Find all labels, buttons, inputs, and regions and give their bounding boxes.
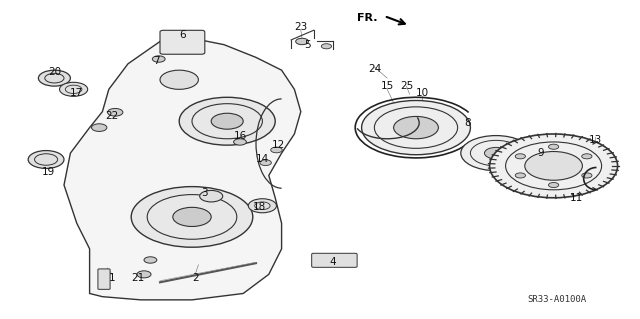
Polygon shape (64, 38, 301, 300)
Text: 8: 8 (464, 118, 470, 128)
Circle shape (28, 151, 64, 168)
FancyBboxPatch shape (160, 30, 205, 54)
Text: 20: 20 (48, 67, 61, 77)
Circle shape (144, 257, 157, 263)
Circle shape (131, 187, 253, 247)
Text: 11: 11 (570, 193, 582, 203)
Text: 4: 4 (330, 256, 336, 267)
Text: FR.: FR. (357, 12, 378, 23)
Circle shape (260, 160, 271, 166)
Circle shape (362, 100, 470, 155)
Text: 14: 14 (256, 154, 269, 165)
Circle shape (515, 154, 525, 159)
Text: 9: 9 (538, 148, 544, 158)
Circle shape (484, 147, 508, 159)
Circle shape (525, 152, 582, 180)
Text: 13: 13 (589, 135, 602, 145)
Text: 6: 6 (179, 30, 186, 40)
FancyBboxPatch shape (312, 253, 357, 267)
Circle shape (160, 70, 198, 89)
Circle shape (321, 44, 332, 49)
Text: 2: 2 (192, 272, 198, 283)
Text: 18: 18 (253, 202, 266, 212)
Circle shape (515, 173, 525, 178)
Circle shape (582, 154, 592, 159)
Circle shape (271, 147, 282, 153)
Circle shape (137, 271, 151, 278)
Circle shape (60, 82, 88, 96)
Text: 22: 22 (106, 111, 118, 122)
Circle shape (296, 38, 308, 45)
Text: 12: 12 (272, 140, 285, 150)
Text: 17: 17 (70, 87, 83, 98)
Circle shape (179, 97, 275, 145)
Circle shape (92, 124, 107, 131)
Circle shape (234, 139, 246, 145)
Circle shape (108, 108, 123, 116)
Text: 23: 23 (294, 22, 307, 32)
Circle shape (582, 173, 592, 178)
Circle shape (152, 56, 165, 62)
Circle shape (548, 144, 559, 149)
Text: SR33-A0100A: SR33-A0100A (527, 295, 586, 304)
Text: 24: 24 (368, 63, 381, 74)
Circle shape (38, 70, 70, 86)
Text: 1: 1 (109, 272, 115, 283)
Text: 10: 10 (416, 87, 429, 98)
Circle shape (548, 182, 559, 188)
Text: 19: 19 (42, 167, 54, 177)
Text: 7: 7 (154, 56, 160, 66)
Circle shape (490, 134, 618, 198)
Text: 21: 21 (131, 272, 144, 283)
Text: 15: 15 (381, 81, 394, 91)
Circle shape (200, 190, 223, 202)
Text: 3: 3 (202, 188, 208, 198)
FancyBboxPatch shape (98, 269, 110, 289)
Text: 25: 25 (400, 81, 413, 91)
Circle shape (248, 199, 276, 213)
Circle shape (461, 136, 531, 171)
Circle shape (394, 116, 438, 139)
Text: 16: 16 (234, 130, 246, 141)
Circle shape (211, 113, 243, 129)
Text: 5: 5 (304, 40, 310, 50)
Circle shape (173, 207, 211, 226)
